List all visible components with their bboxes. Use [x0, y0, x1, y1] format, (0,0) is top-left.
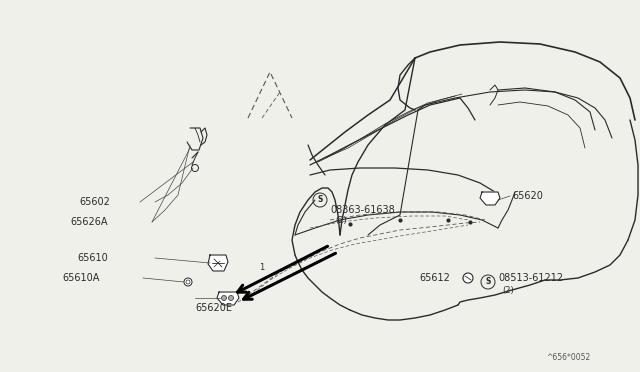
Text: 65626A: 65626A — [70, 217, 108, 227]
Polygon shape — [217, 292, 239, 305]
Polygon shape — [208, 255, 228, 271]
Text: S: S — [485, 278, 491, 286]
Text: 08363-61638: 08363-61638 — [330, 205, 395, 215]
Circle shape — [228, 295, 234, 301]
Text: 1: 1 — [259, 263, 264, 273]
Text: 65612: 65612 — [419, 273, 450, 283]
Polygon shape — [480, 192, 500, 205]
Circle shape — [184, 278, 192, 286]
Text: 65602: 65602 — [79, 197, 110, 207]
Text: 65610A: 65610A — [63, 273, 100, 283]
Text: 65610: 65610 — [77, 253, 108, 263]
Text: (2): (2) — [502, 285, 514, 295]
Circle shape — [221, 295, 227, 301]
Text: ^656*0052: ^656*0052 — [546, 353, 590, 362]
Text: 65620: 65620 — [512, 191, 543, 201]
Text: 08513-61212: 08513-61212 — [498, 273, 563, 283]
Text: S: S — [317, 196, 323, 205]
Circle shape — [463, 273, 473, 283]
Text: 65620E: 65620E — [195, 303, 232, 313]
Text: (2): (2) — [335, 215, 347, 224]
